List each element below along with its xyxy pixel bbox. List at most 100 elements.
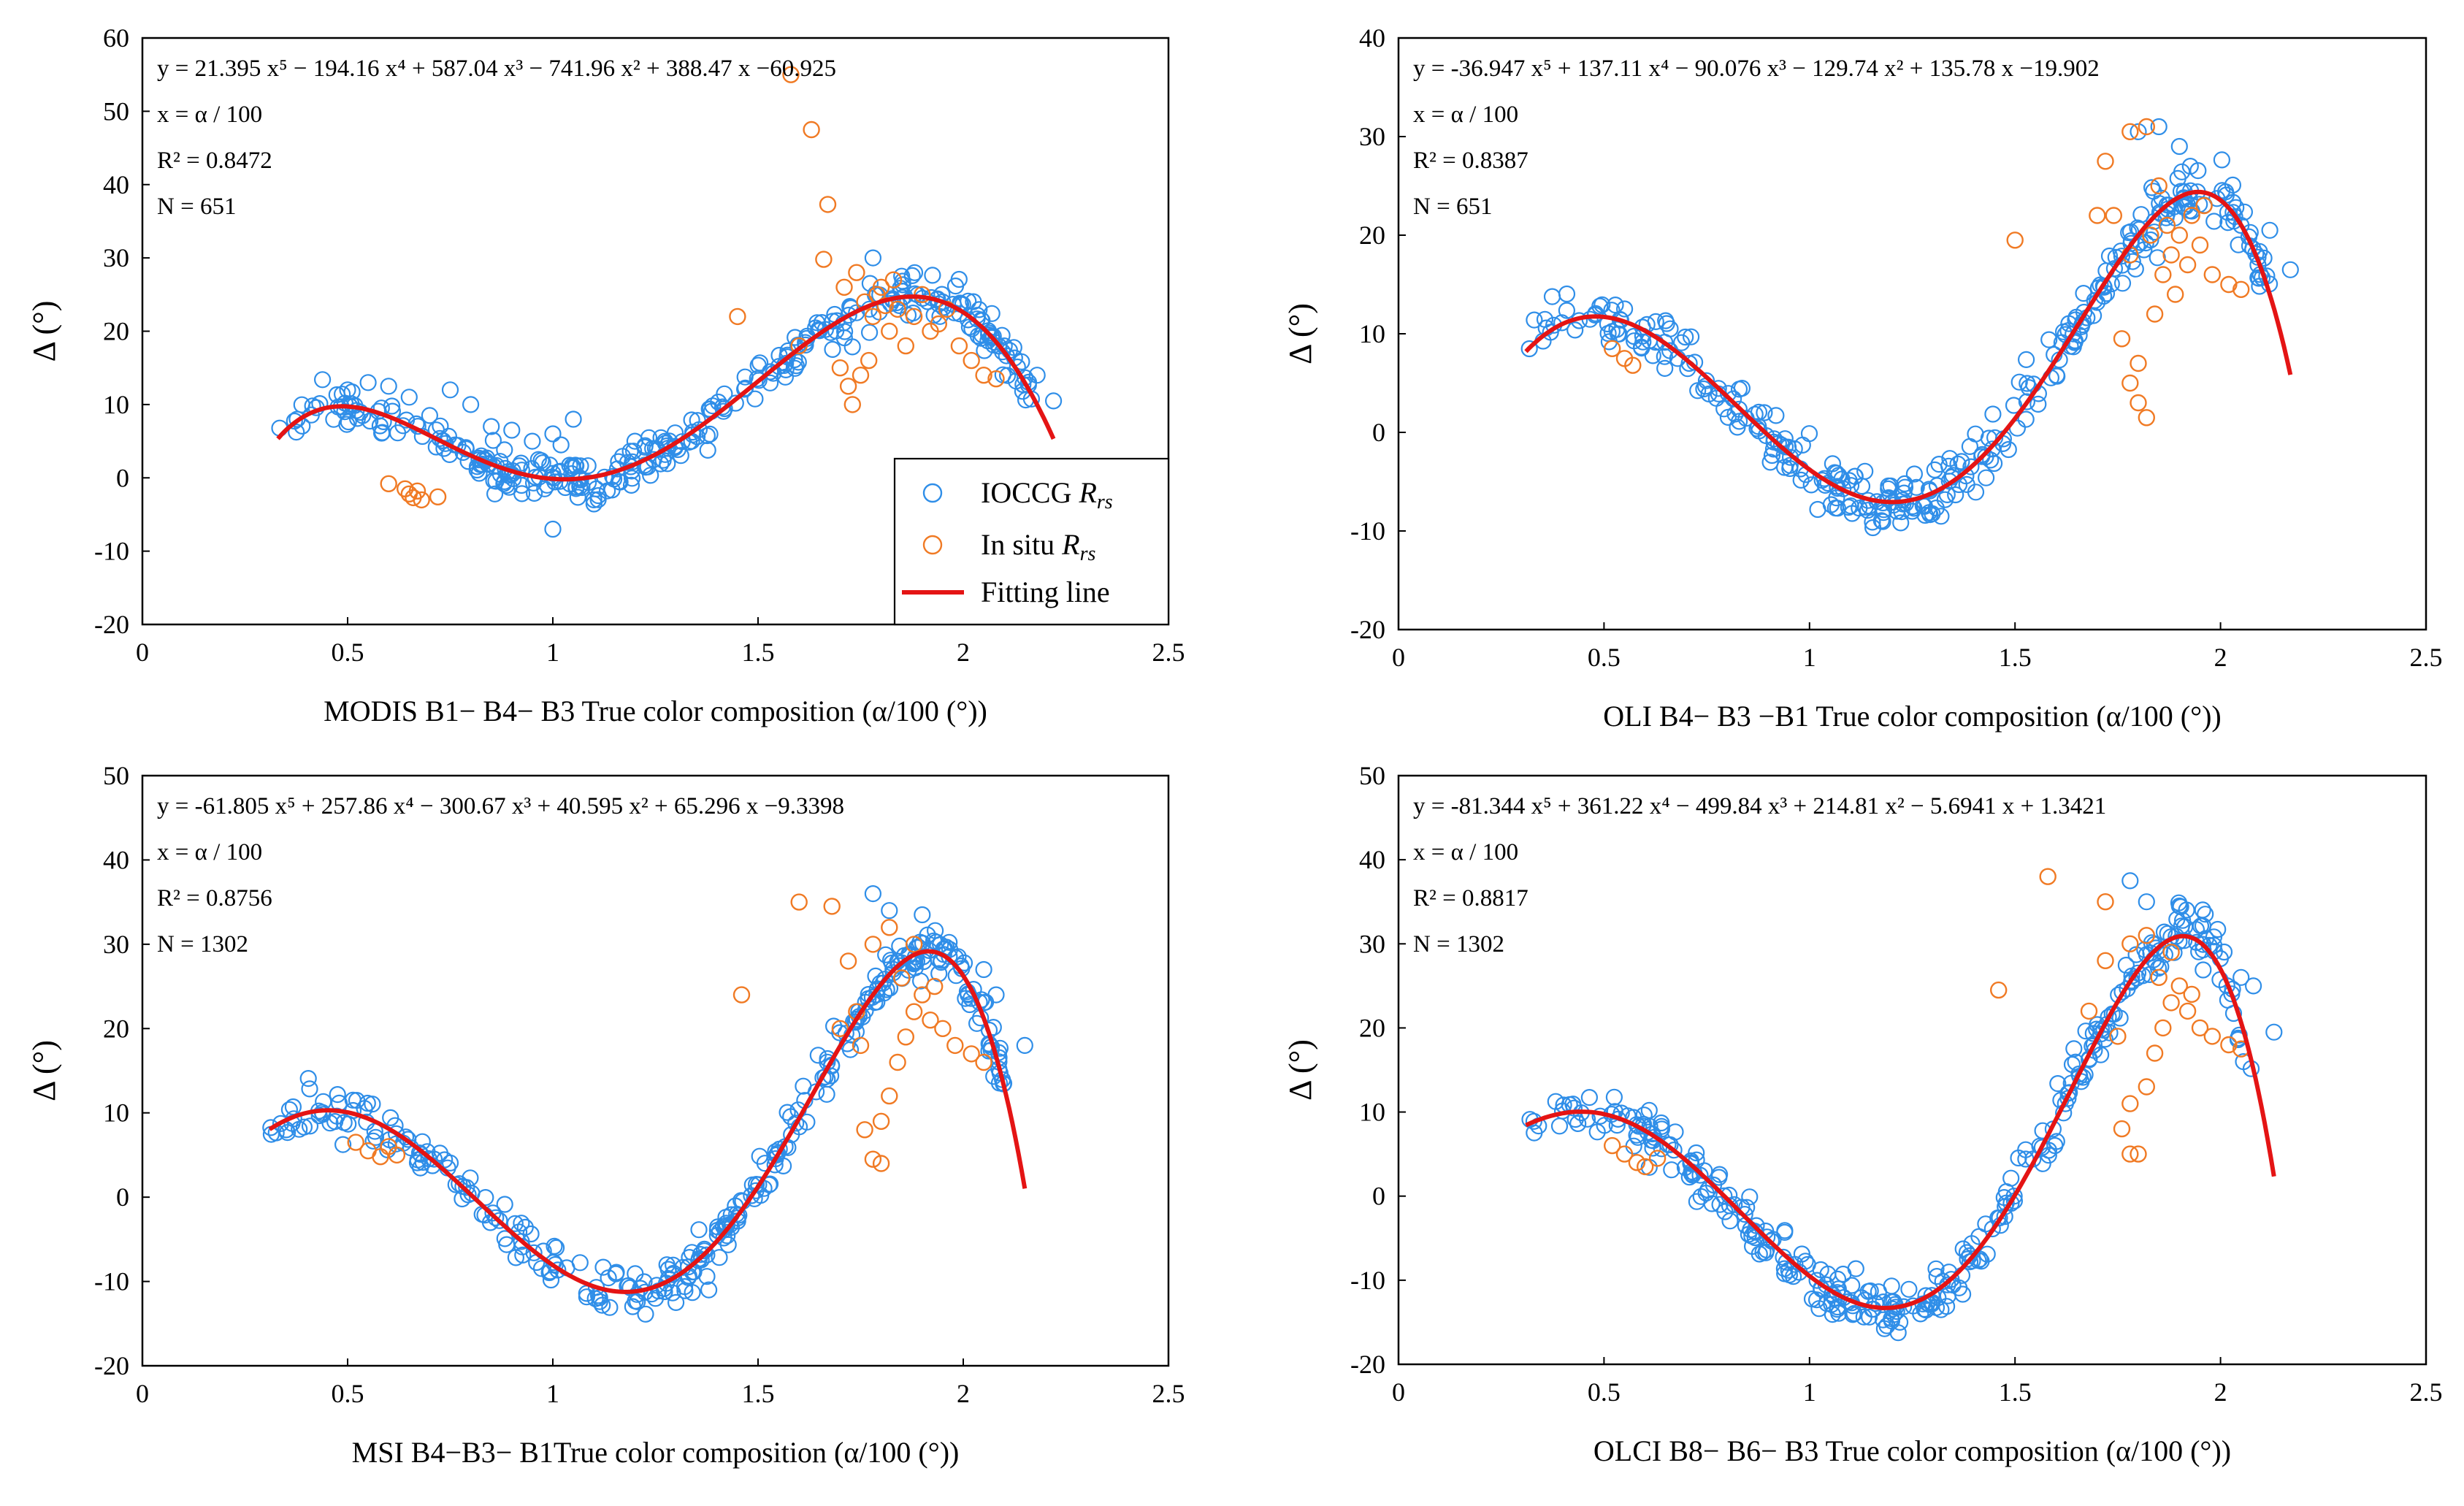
insitu-point <box>2138 118 2156 136</box>
ioccg-point <box>987 986 1005 1004</box>
ioccg-point <box>778 1104 796 1121</box>
ioccg-point <box>949 948 967 966</box>
ioccg-point <box>1941 450 1959 467</box>
legend-ioccg-text: IOCCG <box>981 476 1079 509</box>
y-tick-label: 30 <box>103 243 129 272</box>
ioccg-point <box>680 1258 697 1276</box>
x-tick-label: 1 <box>546 1379 559 1408</box>
ioccg-point <box>2121 872 2139 890</box>
ioccg-point <box>336 403 353 421</box>
ioccg-point <box>1835 1288 1853 1307</box>
ioccg-point <box>380 1131 398 1149</box>
ioccg-point <box>514 1246 532 1264</box>
insitu-point <box>881 1087 898 1105</box>
annotation-equation: y = -81.344 x⁵ + 361.22 x⁴ − 499.84 x³ +… <box>1413 793 2106 819</box>
insitu-point <box>2146 305 2164 323</box>
ioccg-point <box>2189 162 2207 180</box>
insitu-point <box>1615 1145 1634 1163</box>
x-tick-label: 2 <box>957 1379 970 1408</box>
annotation-n: N = 1302 <box>157 931 248 958</box>
ioccg-point <box>2103 1005 2121 1023</box>
insitu-point <box>2162 944 2180 961</box>
annotation-r2: R² = 0.8387 <box>1413 148 1528 174</box>
ioccg-point <box>2005 397 2023 414</box>
ioccg-point <box>860 324 879 341</box>
ioccg-point <box>621 1279 639 1296</box>
ioccg-point <box>2157 209 2175 226</box>
ioccg-point <box>848 1010 865 1028</box>
insitu-point <box>860 351 878 370</box>
ioccg-point <box>1878 1317 1896 1334</box>
ioccg-point <box>1813 471 1831 489</box>
ioccg-point <box>503 421 521 439</box>
ioccg-point <box>2213 151 2230 169</box>
insitu-point <box>1648 1150 1667 1167</box>
insitu-point <box>790 337 808 355</box>
ioccg-point <box>1983 1220 2001 1238</box>
insitu-point <box>2138 927 2156 944</box>
ioccg-point <box>1748 420 1766 437</box>
insitu-point <box>2121 123 2139 141</box>
ioccg-point <box>1558 302 1575 319</box>
ioccg-point <box>1912 1305 1929 1323</box>
insitu-point <box>388 1146 406 1164</box>
fitting-line <box>1524 189 2293 505</box>
x-tick-label: 1 <box>546 638 559 667</box>
ioccg-point <box>2170 897 2188 915</box>
ioccg-point <box>1880 477 1897 494</box>
ioccg-point <box>536 480 554 497</box>
ioccg-point <box>2130 123 2147 140</box>
ioccg-point <box>824 340 841 358</box>
ioccg-point <box>2100 247 2119 265</box>
ioccg-point <box>1892 514 1910 532</box>
insitu-point <box>2089 207 2106 224</box>
ioccg-point <box>1954 1240 1972 1258</box>
ioccg-point <box>2095 278 2113 296</box>
ioccg-point <box>1697 372 1715 389</box>
x-tick-label: 0.5 <box>1588 643 1621 672</box>
ioccg-point <box>1867 1294 1884 1312</box>
ioccg-point <box>761 1175 779 1193</box>
ioccg-point <box>751 354 769 372</box>
ioccg-point <box>382 1109 399 1127</box>
ioccg-point <box>1719 408 1737 427</box>
ioccg-point <box>364 1132 382 1150</box>
ioccg-point <box>516 1218 534 1236</box>
insitu-point <box>897 337 915 355</box>
ioccg-point <box>1644 347 1661 364</box>
x-tick-label: 1.5 <box>742 638 775 667</box>
ioccg-point <box>2281 261 2299 278</box>
ioccg-point <box>2010 1149 2027 1167</box>
y-tick-label: 0 <box>1372 418 1385 447</box>
legend-rrs-symbol: R <box>1061 528 1079 561</box>
ioccg-point <box>1667 1123 1684 1141</box>
insitu-point <box>2146 1044 2164 1062</box>
ioccg-point <box>2010 373 2028 391</box>
y-tick-label: 0 <box>116 463 129 492</box>
ioccg-point <box>1939 1287 1956 1304</box>
ioccg-point <box>498 1236 516 1253</box>
annotation-equation: y = 21.395 x⁵ − 194.16 x⁴ + 587.04 x³ − … <box>157 56 836 82</box>
ioccg-point <box>837 1025 854 1042</box>
ioccg-point <box>1599 324 1617 343</box>
ioccg-point <box>441 381 459 399</box>
ioccg-point <box>288 423 305 441</box>
insitu-point <box>884 271 903 288</box>
x-tick-label: 2.5 <box>1152 638 1185 667</box>
chart-panel-olci: -20 -10 0 10 20 30 40 50 0 0.5 1 1.5 2 2.5 OLCI B8− B6… <box>1282 761 2443 1467</box>
ioccg-point <box>926 922 944 939</box>
ioccg-point <box>2265 1023 2283 1041</box>
ioccg-point <box>1776 430 1794 448</box>
ioccg-point <box>960 318 979 336</box>
ioccg-point <box>1656 359 1674 377</box>
ioccg-point <box>1891 1313 1909 1331</box>
annotation-x-def: x = α / 100 <box>157 102 262 128</box>
ioccg-point <box>2150 118 2168 136</box>
y-tick-label: -20 <box>1350 615 1385 644</box>
y-tick-label: 20 <box>103 317 129 346</box>
ioccg-point <box>525 1244 543 1261</box>
legend-rrs-subscript: rs <box>1097 491 1113 513</box>
ioccg-point <box>340 1115 357 1133</box>
ioccg-point <box>809 1047 827 1064</box>
